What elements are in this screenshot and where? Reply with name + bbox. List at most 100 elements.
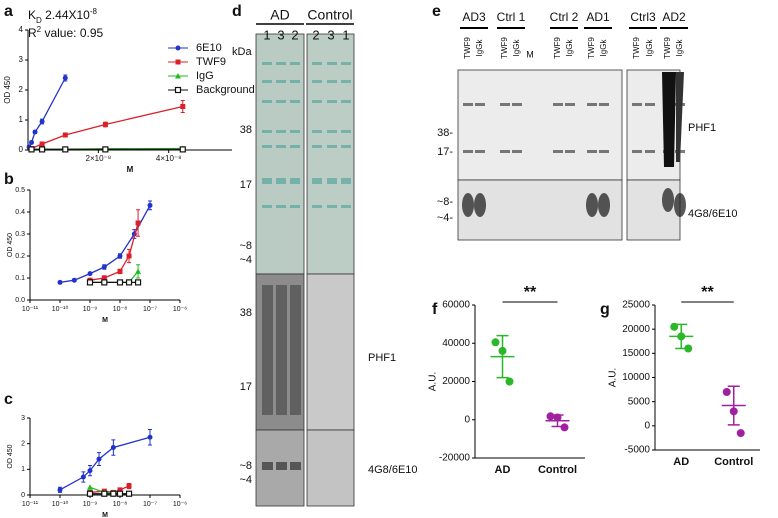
band [327,80,337,83]
band [262,100,272,103]
marker [180,104,186,109]
y-tick-label: 0.2 [15,253,25,260]
band [262,130,272,133]
band [341,145,351,148]
band [290,178,300,184]
lane-label: IgGk [675,39,684,57]
panel-label: f [432,301,438,318]
x-tick-label: AD [673,456,689,468]
x-tick-label: 4×10⁻⁸ [156,154,182,163]
marker [125,279,133,286]
band [586,193,598,217]
y-tick-label: 0 [19,145,24,154]
band [341,62,351,65]
band [290,205,300,208]
band [587,150,597,153]
band [312,130,322,133]
band [276,178,286,184]
band [312,80,322,83]
band [565,150,575,153]
y-axis-label: OD 450 [3,76,12,104]
panel-label: c [4,391,13,408]
band [276,145,286,148]
dot [677,332,686,341]
mw-label: ~4 [239,254,252,266]
y-tick-label: 0.4 [15,209,25,216]
blot [306,273,355,431]
smear [290,285,301,415]
annotation-part: K [28,8,36,22]
annotation-part: 2 [37,25,42,34]
lane-label: 2 [291,27,298,42]
stain-label: 4G8/6E10 [688,208,738,220]
y-tick-label: 20000 [622,324,650,335]
y-tick-label: 25000 [622,300,650,311]
band [645,103,655,106]
lane-label: 1 [342,27,349,42]
marker [101,264,107,270]
mw-label: ~8 [239,460,252,472]
band [262,462,273,470]
y-tick-label: -20000 [439,453,471,464]
band [463,103,473,106]
y-tick-label: 0.1 [15,275,25,282]
sample-label: Ctrl3 [630,10,656,24]
y-tick-label: 0 [644,420,650,431]
lane-label: IgGk [475,39,484,57]
lane-label: M [526,49,534,59]
mw-label: 17 [240,179,252,191]
band [327,62,337,65]
marker [57,279,63,285]
sample-label: AD1 [586,10,610,24]
y-tick-label: 0 [464,414,470,425]
x-tick-label: 10⁻⁸ [113,501,127,508]
band [312,100,322,103]
band [262,178,272,184]
lane-label: TWF9 [500,37,509,59]
y-tick-label: 20000 [442,376,470,387]
mw-label: 17 [240,381,252,393]
band [512,103,522,106]
band [312,145,322,148]
band [662,188,674,212]
y-tick-label: 10000 [622,372,650,383]
lane-label: IgGk [645,39,654,57]
annotation-part: R [28,26,37,40]
lane-label: TWF9 [663,37,672,59]
stain-label: 4G8/6E10 [368,464,418,476]
dot [736,429,745,438]
x-tick-label: 10⁻⁹ [83,501,97,508]
marker [102,146,109,153]
legend-label: IgG [196,70,214,82]
lane-label: 3 [327,27,334,42]
x-tick-label: 10⁻¹¹ [22,501,39,508]
x-tick-label: 10⁻¹⁰ [52,500,69,508]
annotation: R2 value: 0.95 [28,25,103,41]
series-line [59,436,151,491]
x-tick-label: 10⁻¹¹ [22,306,39,313]
blot [626,179,681,241]
dot [560,423,569,432]
lane-label: IgGk [565,39,574,57]
mw-label: ~4- [437,212,454,224]
band [276,462,287,470]
band [276,62,286,65]
blot [306,429,355,507]
x-tick-label: 10⁻⁶ [173,501,187,508]
band [262,62,272,65]
dot [498,346,507,355]
mw-label: ~8 [239,240,252,252]
band [276,80,286,83]
marker [116,490,124,497]
band [553,150,563,153]
y-tick-label: 1 [21,466,25,473]
band [674,193,686,217]
marker [125,490,133,497]
band [475,103,485,106]
band [645,150,655,153]
marker [86,490,94,497]
y-axis-label: OD 450 [7,233,14,257]
smear [676,72,684,162]
y-tick-label: -5000 [624,445,650,456]
